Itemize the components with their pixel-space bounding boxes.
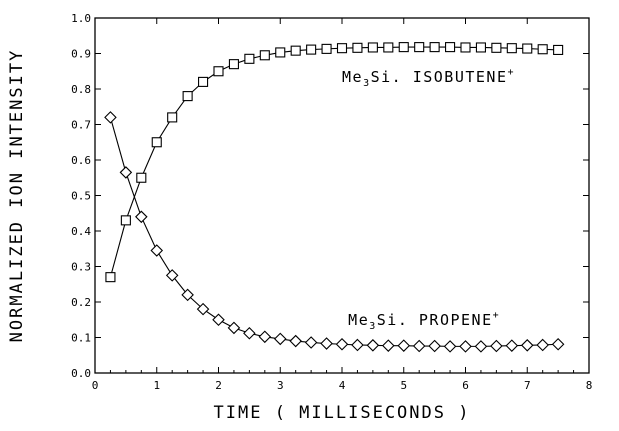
label-part: Si. ISOBUTENE bbox=[371, 68, 508, 86]
square-point bbox=[537, 44, 548, 55]
square-point bbox=[321, 43, 332, 54]
series-label-diamond: Me3Si. PROPENE+ bbox=[348, 310, 500, 332]
diamond-point bbox=[382, 339, 395, 352]
x-tick-label: 6 bbox=[462, 379, 469, 392]
y-tick-label: 0.1 bbox=[71, 332, 91, 345]
square-point bbox=[522, 43, 533, 54]
diamond-point bbox=[459, 340, 472, 353]
x-tick-label: 8 bbox=[586, 379, 593, 392]
square-point bbox=[275, 47, 286, 58]
square-point bbox=[429, 42, 440, 53]
x-tick-label: 2 bbox=[215, 379, 222, 392]
square-point bbox=[460, 42, 471, 53]
y-tick-label: 0.4 bbox=[71, 225, 91, 238]
square-point bbox=[491, 42, 502, 53]
label-superscript: + bbox=[508, 67, 516, 78]
diamond-point bbox=[289, 334, 302, 348]
diamond-point bbox=[474, 340, 488, 353]
square-point bbox=[414, 42, 425, 53]
square-point bbox=[105, 272, 116, 283]
label-subscript: 3 bbox=[369, 321, 377, 332]
y-tick-label: 0.3 bbox=[71, 261, 91, 274]
x-tick-label: 5 bbox=[400, 379, 407, 392]
diamond-point bbox=[212, 313, 225, 327]
diamond-point bbox=[119, 166, 133, 179]
square-point bbox=[151, 137, 162, 148]
square-point bbox=[475, 42, 486, 53]
y-tick-label: 0.7 bbox=[71, 119, 91, 132]
x-tick-label: 7 bbox=[524, 379, 531, 392]
x-tick-label: 1 bbox=[153, 379, 160, 392]
diamond-point bbox=[505, 339, 519, 352]
square-point bbox=[506, 43, 517, 54]
label-part: Si. PROPENE bbox=[377, 311, 493, 329]
diamond-point bbox=[243, 326, 256, 340]
square-point bbox=[290, 45, 301, 56]
square-point bbox=[259, 50, 270, 61]
square-point bbox=[367, 42, 378, 53]
diamond-point bbox=[104, 111, 117, 124]
diamond-point bbox=[258, 330, 272, 344]
diamond-point bbox=[304, 336, 318, 349]
square-point bbox=[398, 42, 409, 53]
square-point bbox=[213, 66, 224, 77]
square-point bbox=[182, 91, 193, 102]
label-part: Me bbox=[342, 68, 363, 86]
plot-area: 0 1 2 3 4 5 6 7 8 0.0 0.1 0.2 0.3 0.4 0.5 0.6 0.7 0.8 0.9 1… bbox=[71, 12, 592, 392]
square-point bbox=[553, 44, 564, 56]
square-point bbox=[167, 112, 178, 123]
diamond-point bbox=[520, 339, 534, 352]
y-tick-label: 0.5 bbox=[71, 190, 91, 203]
x-axis-title: TIME ( MILLISECONDS ) bbox=[214, 403, 471, 423]
square-point bbox=[198, 76, 209, 87]
square-point bbox=[445, 42, 456, 53]
diamond-point bbox=[135, 210, 148, 224]
y-tick-label: 0.8 bbox=[71, 83, 91, 96]
y-tick-label: 1.0 bbox=[71, 12, 91, 25]
diamond-point bbox=[227, 321, 241, 335]
diamond-point bbox=[150, 244, 164, 257]
series-label-square: Me3Si. ISOBUTENE+ bbox=[342, 67, 515, 89]
y-tick-label: 0.9 bbox=[71, 48, 91, 61]
square-point bbox=[336, 43, 348, 54]
square-point bbox=[228, 59, 239, 70]
square-point bbox=[136, 172, 147, 183]
diamond-point bbox=[181, 288, 194, 302]
diamond-point bbox=[536, 338, 549, 352]
diamond-point bbox=[366, 339, 380, 352]
diamond-point bbox=[428, 339, 441, 353]
label-part: Me bbox=[348, 311, 369, 329]
x-tick-label: 3 bbox=[277, 379, 284, 392]
diamond-point bbox=[196, 302, 210, 316]
y-tick-label: 0.2 bbox=[71, 296, 91, 309]
y-axis-title: NORMALIZED ION INTENSITY bbox=[7, 49, 27, 343]
diamond-point bbox=[320, 337, 333, 350]
square-point bbox=[352, 42, 363, 53]
square-point bbox=[306, 44, 317, 55]
diamond-point bbox=[397, 339, 411, 352]
label-subscript: 3 bbox=[363, 78, 371, 89]
x-tick-label: 4 bbox=[339, 379, 346, 392]
label-superscript: + bbox=[493, 310, 501, 321]
diamond-point bbox=[335, 337, 349, 351]
diamond-point bbox=[551, 337, 565, 351]
square-point bbox=[120, 215, 131, 226]
y-tick-label: 0.0 bbox=[71, 367, 91, 380]
y-tick-label: 0.6 bbox=[71, 154, 91, 167]
diamond-point bbox=[443, 340, 457, 353]
diamond-point bbox=[273, 332, 287, 346]
square-point bbox=[244, 53, 255, 64]
diamond-point bbox=[490, 339, 503, 353]
x-tick-label: 0 bbox=[92, 379, 99, 392]
square-point bbox=[383, 42, 394, 53]
diamond-point bbox=[351, 338, 364, 352]
diamond-point bbox=[165, 269, 179, 282]
diamond-point bbox=[412, 339, 426, 353]
